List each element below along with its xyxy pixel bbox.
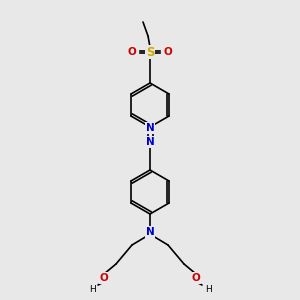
Text: H: H [205, 284, 212, 293]
Text: H: H [88, 284, 95, 293]
Text: N: N [146, 123, 154, 133]
Text: O: O [128, 47, 136, 57]
Text: O: O [192, 273, 200, 283]
Text: S: S [146, 46, 154, 59]
Text: N: N [146, 137, 154, 147]
Text: O: O [100, 273, 108, 283]
Text: N: N [146, 227, 154, 237]
Text: O: O [164, 47, 172, 57]
